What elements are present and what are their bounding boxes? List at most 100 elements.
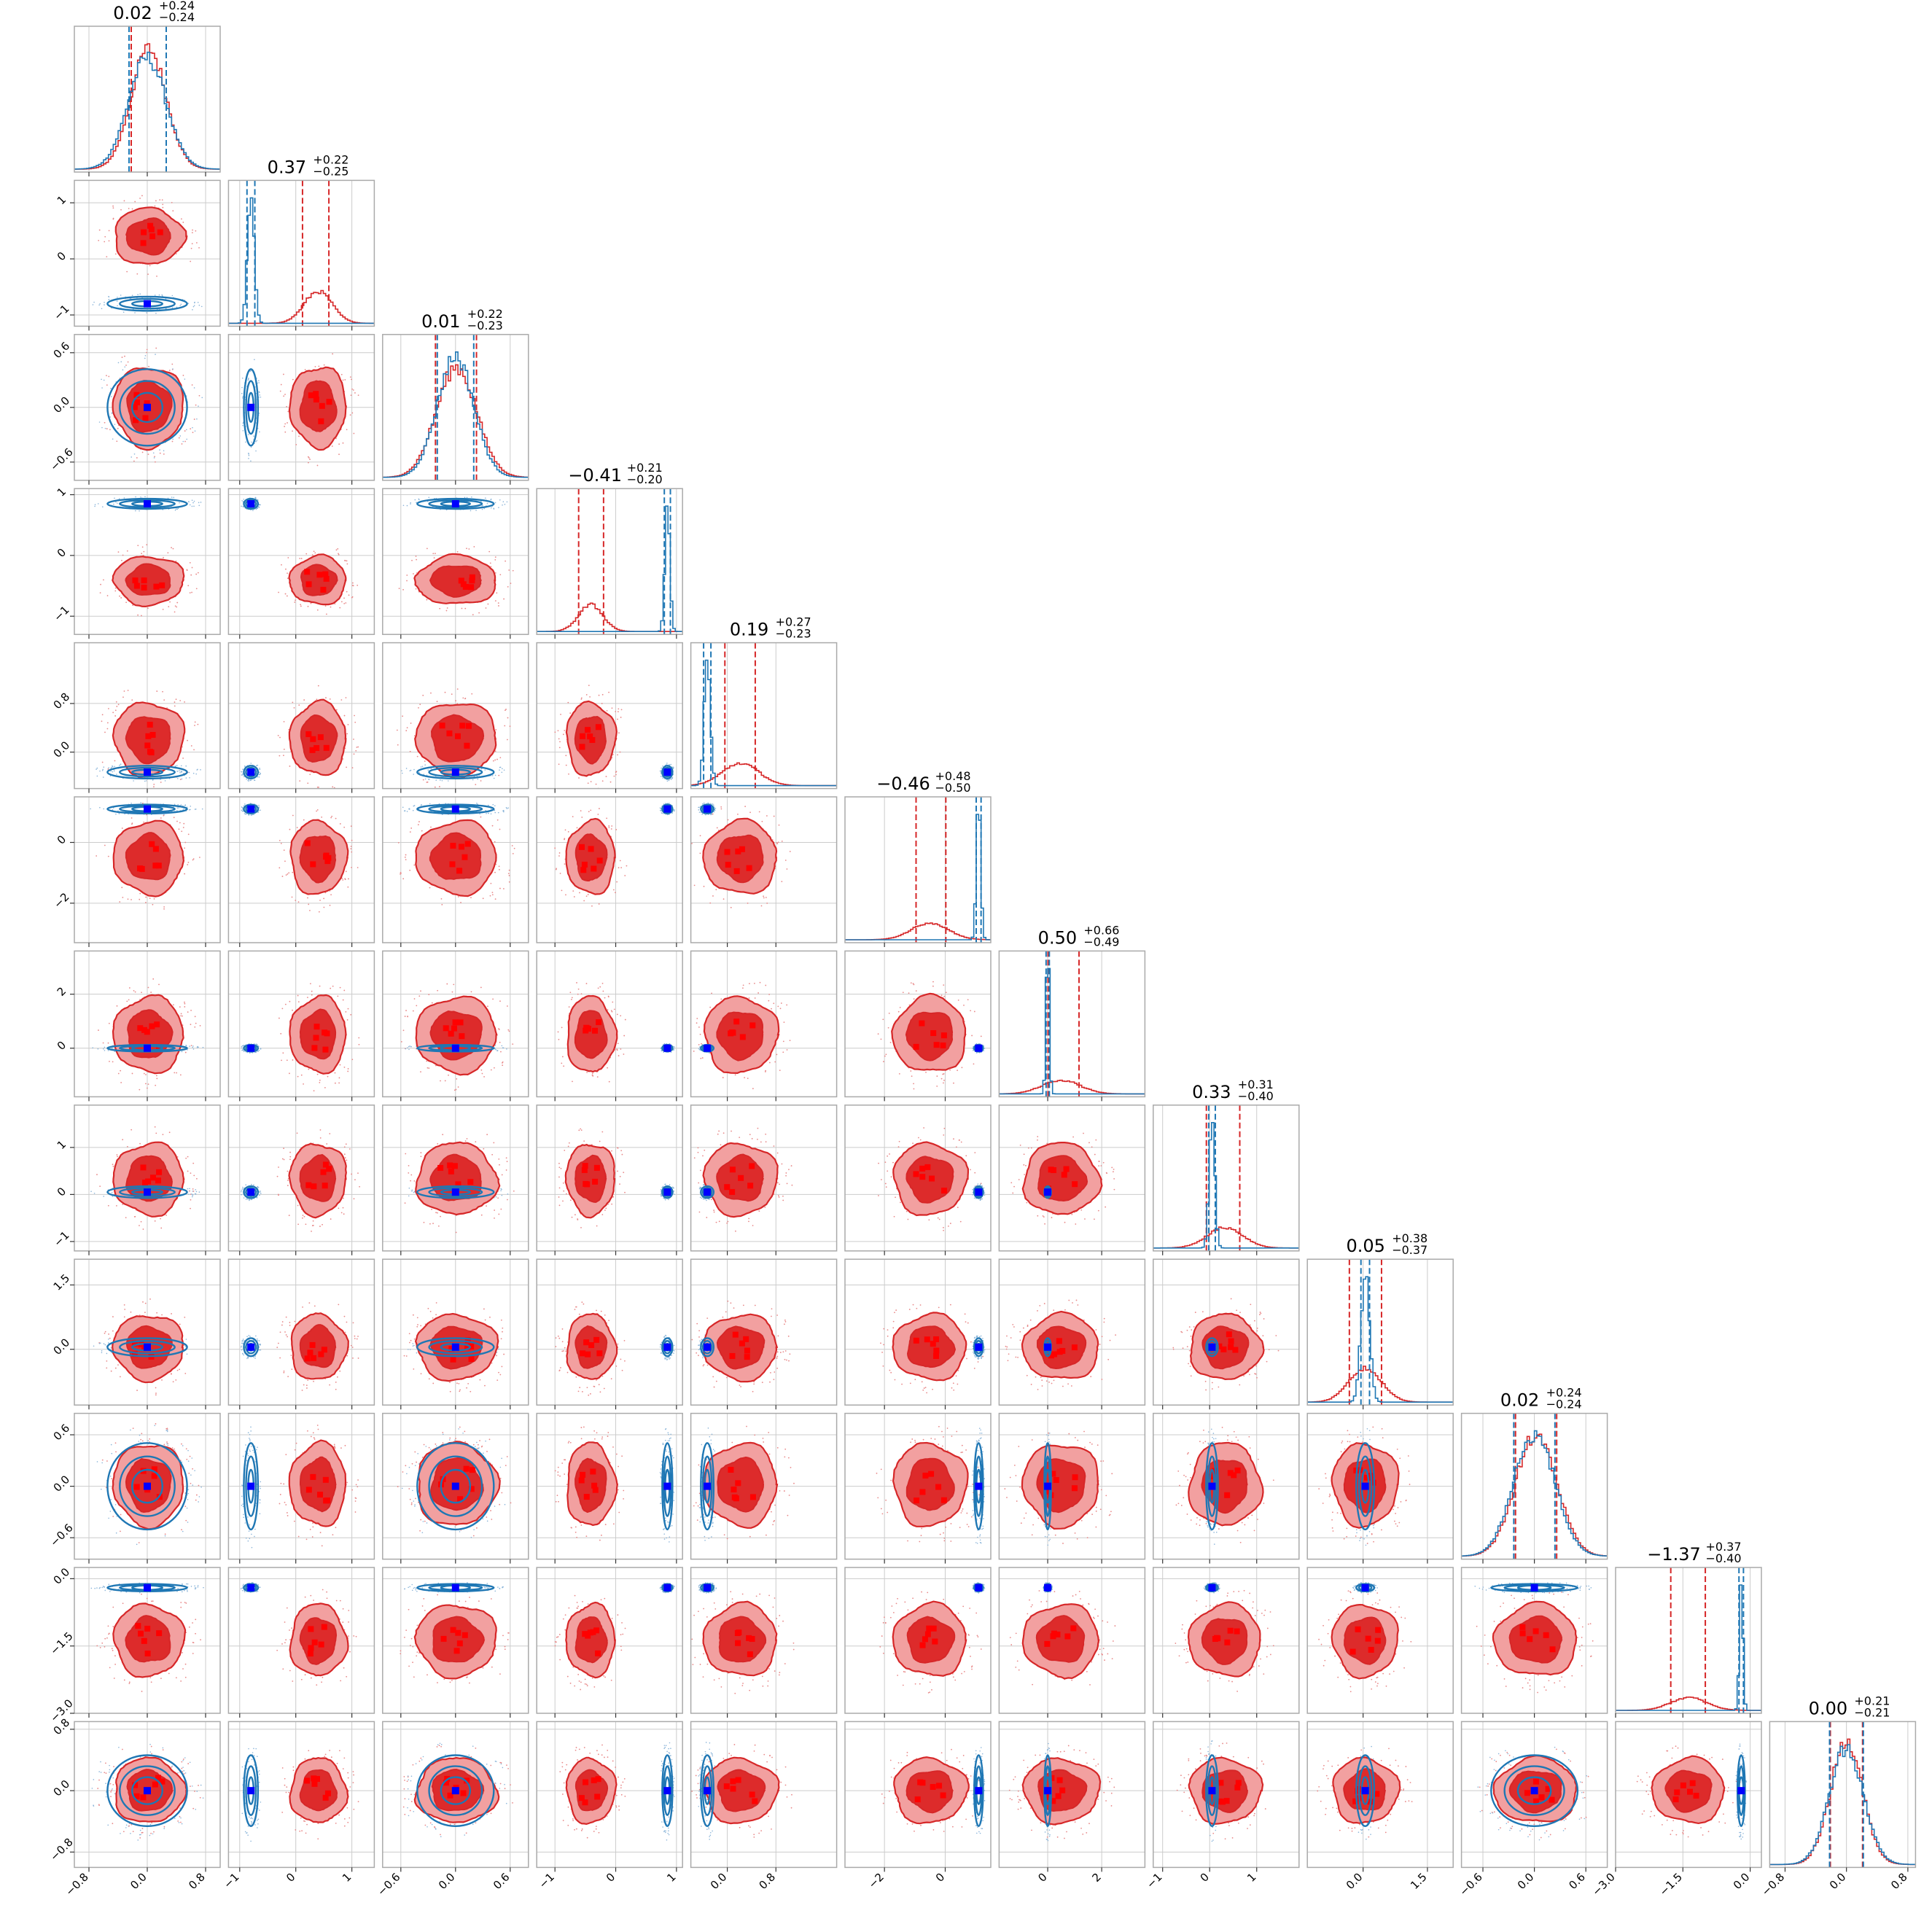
sample-point [119,901,121,903]
true-value-marker [585,727,591,733]
sample-point [1042,1215,1044,1217]
sample-point [905,1210,908,1212]
sample-point [335,817,337,819]
sample-point [343,1146,346,1148]
sample-point [397,841,400,844]
blue-marker [451,805,459,813]
sample-point [107,1204,109,1207]
sample-point [494,759,496,761]
sample-point [141,451,144,453]
sample-point [973,1010,975,1013]
sample-point [296,1132,298,1134]
sample-point [292,871,294,873]
sample-point [611,757,613,759]
sample-point [585,983,588,984]
sample-point [276,1347,278,1349]
sample-point [189,1190,190,1192]
sample-point [355,749,357,752]
sample-point [242,1186,244,1188]
sample-point [278,1166,279,1168]
sample-point [146,814,147,816]
sample-point [410,769,412,771]
panel-7-3 [536,1105,683,1255]
sample-point [765,1133,767,1135]
sample-point [727,1220,729,1223]
sample-point [887,1170,889,1172]
sample-point [171,496,173,498]
true-value-marker [439,722,445,729]
sample-point [771,1008,772,1010]
sample-point [618,867,620,869]
sample-point [345,1143,347,1145]
blue-marker [144,1343,151,1351]
sample-point [1037,1136,1039,1137]
sample-point [763,897,765,899]
sample-point [913,998,915,1000]
sample-point [121,887,123,889]
true-value-marker [322,1183,328,1189]
sample-point [130,297,132,300]
sample-point [113,503,114,505]
sample-point [244,813,246,814]
sample-point [103,1343,105,1344]
sample-point [500,1190,502,1192]
sample-point [102,1042,104,1044]
sample-point [197,1045,198,1048]
sample-point [144,1302,147,1304]
sample-point [184,804,187,806]
sample-point [300,605,302,607]
sample-point [420,1156,422,1158]
sample-point [290,1355,292,1356]
sample-point [342,999,344,1001]
sample-point [343,989,346,992]
sample-point [471,693,473,695]
sample-point [174,509,176,511]
sample-point [122,369,124,371]
sample-point [401,772,403,774]
sample-point [1094,1218,1095,1220]
sample-point [251,1183,252,1185]
true-value-marker [448,1030,454,1037]
sample-point [660,1194,662,1196]
sample-point [195,573,198,575]
sample-point [174,803,176,806]
true-value-marker [153,583,160,590]
sample-point [123,1316,125,1318]
sample-point [147,607,149,609]
true-value-marker [933,1042,940,1048]
sample-point [101,1352,103,1354]
sample-point [253,1184,254,1186]
sample-point [940,994,943,997]
sample-point [688,843,689,844]
sample-point [160,782,162,783]
sample-point [199,1024,201,1027]
sample-point [165,298,167,300]
sample-point [289,828,291,830]
sample-point [251,1199,253,1200]
true-value-marker [459,844,465,850]
sample-point [193,305,195,306]
sample-point [338,1077,340,1079]
sample-point [174,1072,176,1074]
sample-point [483,1148,485,1150]
sample-point [346,1321,348,1323]
sample-point [299,558,301,559]
sample-point [316,609,319,611]
sample-point [456,550,459,553]
sample-point [440,779,441,781]
sample-point [1098,1161,1100,1162]
sample-point [142,802,144,804]
sample-point [286,1059,288,1062]
sample-point [699,1196,701,1199]
sample-point [431,1002,433,1004]
sample-point [300,604,302,606]
sample-point [777,841,779,844]
sample-point [147,453,149,456]
sample-point [346,1159,348,1161]
true-value-marker [152,862,159,869]
sample-point [154,205,156,207]
sample-point [311,994,313,996]
sample-point [298,435,300,437]
sample-point [932,985,934,987]
sample-point [878,1195,879,1196]
